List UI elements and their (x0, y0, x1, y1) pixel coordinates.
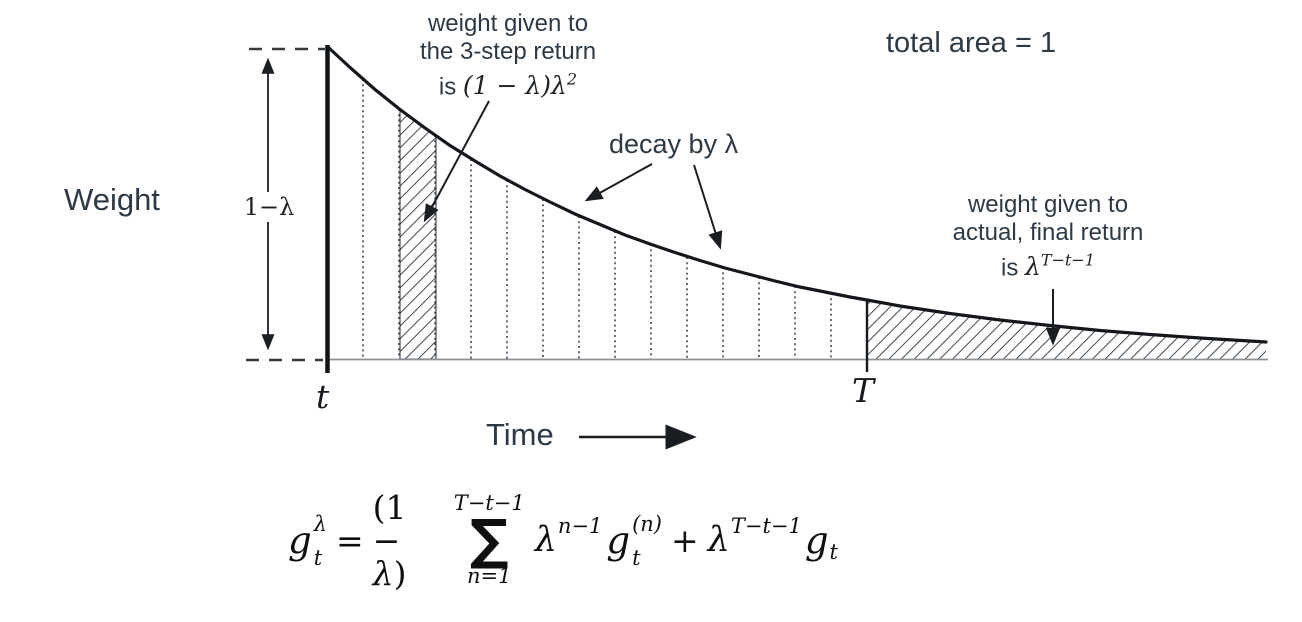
total-area-label: total area = 1 (886, 27, 1057, 59)
one-minus-lambda-label: 1−λ (236, 192, 302, 222)
three-step-hatched-bar (399, 108, 437, 360)
final-return-annotation-line3: is λT−t−1 (1001, 251, 1095, 282)
formula-coefficient: (1 − λ) (372, 487, 407, 593)
three-step-annotation: weight given to the 3-step return is (1 … (395, 10, 621, 101)
final-return-hatched-area (867, 300, 1266, 359)
summation-sigma: ∑ (469, 507, 509, 571)
three-step-pointer-arrow (423, 100, 490, 223)
final-return-annotation: weight given to actual, final return is … (930, 191, 1166, 282)
weight-decay-curve (327, 46, 1268, 344)
formula-summation: T−t−1 ∑ n=1 (453, 490, 525, 589)
decay-pointer-arrow-right (693, 164, 723, 250)
t-tick-label: t (316, 377, 330, 416)
weight-axis-label: Weight (64, 182, 160, 217)
three-step-annotation-line2: the 3-step return (419, 38, 597, 65)
final-return-annotation-line1: weight given to (967, 191, 1129, 218)
T-tick-label: T (852, 371, 875, 410)
formula-equals: = (336, 520, 364, 560)
decay-label: decay by λ (609, 129, 739, 159)
formula-plus: + (671, 520, 699, 560)
time-axis-label: Time (486, 417, 554, 452)
three-step-annotation-line1: weight given to (427, 10, 589, 37)
summation-upper-limit: T−t−1 (453, 490, 525, 515)
three-step-annotation-line3: is (1 − λ)λ2 (438, 70, 578, 101)
final-return-annotation-line2: actual, final return (952, 219, 1144, 246)
summation-lower-limit: n=1 (466, 564, 512, 589)
decay-pointer-arrow-left (584, 163, 653, 202)
formula-term1: λ n−1 g (n) t (534, 511, 663, 570)
step-separator-lines (362, 79, 832, 359)
